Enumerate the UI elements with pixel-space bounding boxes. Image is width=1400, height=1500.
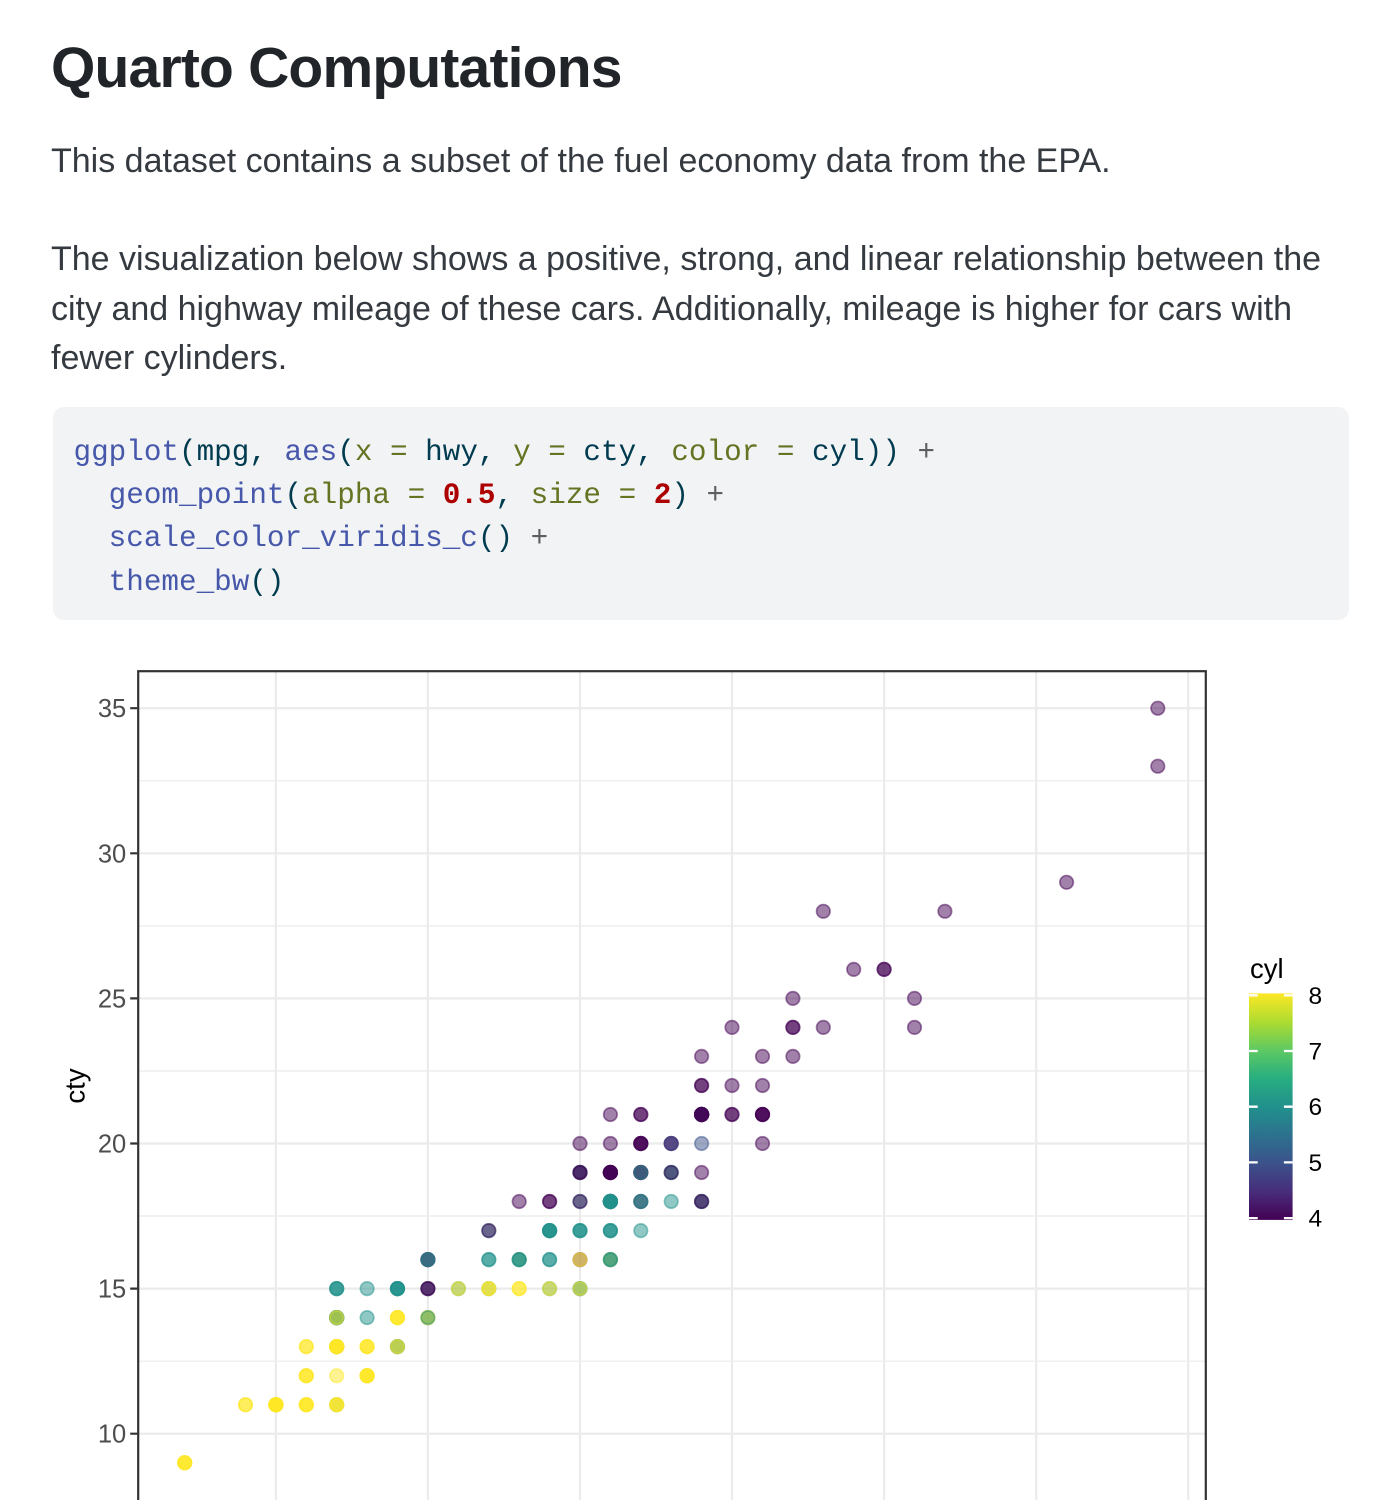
svg-text:8: 8 <box>1309 983 1323 1010</box>
svg-text:35: 35 <box>98 695 126 723</box>
svg-text:7: 7 <box>1309 1039 1323 1066</box>
svg-text:25: 25 <box>98 985 126 1013</box>
svg-text:cty: cty <box>60 1068 91 1103</box>
svg-text:cyl: cyl <box>1250 953 1284 984</box>
svg-text:6: 6 <box>1309 1094 1323 1121</box>
svg-text:5: 5 <box>1309 1150 1323 1177</box>
svg-text:30: 30 <box>98 840 126 868</box>
svg-text:10: 10 <box>98 1421 126 1449</box>
svg-text:4: 4 <box>1309 1206 1323 1233</box>
svg-text:15: 15 <box>98 1276 126 1304</box>
svg-text:20: 20 <box>98 1131 126 1159</box>
